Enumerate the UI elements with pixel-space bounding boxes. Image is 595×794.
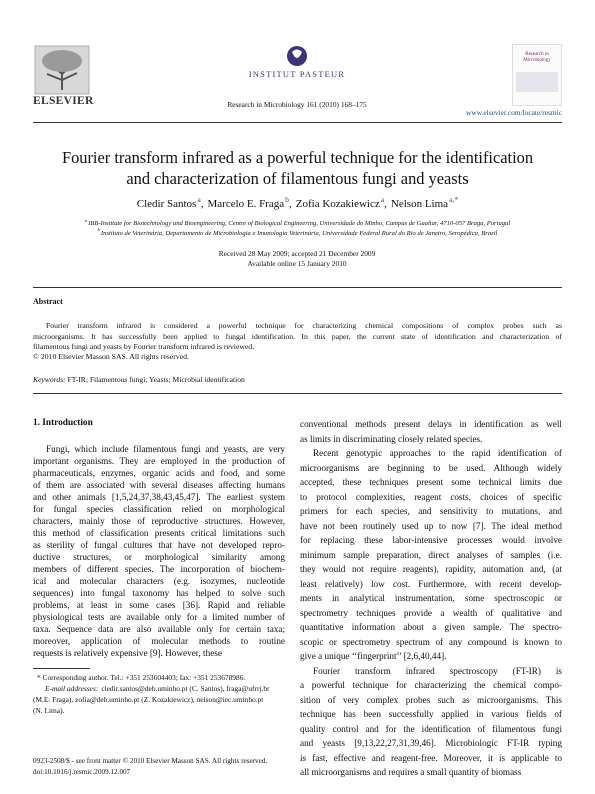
body-line: is fast, effective and reagent-free. Mor…	[300, 752, 562, 763]
body-line: as limits in discriminating closely rela…	[300, 433, 483, 444]
author-name: Zofia Kozakiewicz	[295, 198, 380, 210]
body-line: ductive structures, or morphological sim…	[33, 552, 285, 562]
citation: Research in Microbiology 161 (2010) 168–…	[227, 100, 367, 109]
rule	[33, 287, 562, 288]
keywords-text: FT-IR; Filamentous fungi; Yeasts; Microb…	[67, 375, 245, 384]
footnote-corresponding: * Corresponding author. Tel.: +351 25360…	[37, 673, 246, 682]
footer-line: doi:10.1016/j.resmic.2009.12.007	[33, 767, 131, 776]
body-line: accepted, these techniques present some …	[300, 477, 562, 487]
body-line: quality control and for the identificati…	[300, 723, 562, 734]
body-line: requests is relatively expensive [9]. Ho…	[33, 648, 222, 658]
body-line: and other animals [1,5,24,37,38,43,45,47…	[33, 492, 285, 502]
body-line: pharmaceuticals, enzymes, organic acids …	[33, 468, 285, 478]
title-line: and characterization of filamentous fung…	[126, 169, 469, 188]
body-line: members of different species. The incorp…	[33, 564, 285, 574]
body-line: sequences) into fungal taxonomy has help…	[33, 588, 285, 598]
rule	[33, 393, 562, 394]
body-line: give a unique ‘‘fingerprint’’ [2,6,40,44…	[300, 651, 447, 661]
author-name: Nelson Lima	[390, 198, 449, 210]
body-line: for fungal species classification relied…	[33, 504, 285, 514]
footnote-email-text: (M.E. Fraga), zofia@deb.uminho.pt (Z. Ko…	[33, 695, 264, 704]
pasteur-emblem	[287, 46, 307, 66]
keywords: Keywords: FT-IR; Filamentous fungi; Yeas…	[33, 375, 245, 384]
affiliation: bInstituto de Veterinária, Departamento …	[20, 227, 575, 237]
author-affiliation: a	[197, 195, 201, 205]
affiliation: aIBB-Institute for Biotechnology and Bio…	[20, 217, 575, 227]
affiliation-label: a	[84, 217, 88, 223]
body-line: ical and molecular characters (e.g. isoz…	[33, 576, 285, 586]
abstract-heading: Abstract	[33, 297, 63, 306]
journal-cover	[512, 44, 562, 106]
institute: INSTITUT PASTEUR	[248, 69, 346, 79]
body-line: spectrometry techniques provide a wealth…	[300, 607, 562, 618]
body-line: microorganisms are beginning to be used.…	[300, 462, 562, 473]
footnote-rule	[33, 668, 90, 669]
body-line: moreover, application of molecular metho…	[33, 636, 285, 646]
abstract-line: filamentous fungi and yeasts by Fourier …	[33, 342, 255, 351]
body-line: characters, mainly those of reproductive…	[33, 516, 285, 526]
body-line: minimum sample preparation, direct analy…	[300, 549, 562, 560]
body-line: scopic or spectrometry spectrum of any c…	[300, 636, 562, 647]
body-line: least relatively) low cost. Furthermore,…	[300, 578, 562, 589]
author-affiliation: a	[380, 195, 385, 205]
author-name: Marcelo E. Fraga	[207, 198, 285, 210]
body-line: they would not require reagents), rapidi…	[300, 564, 562, 574]
date-line: Received 28 May 2009; accepted 21 Decemb…	[218, 249, 376, 258]
author-affiliation: b	[285, 195, 290, 205]
body-line: this method of classification presents c…	[33, 528, 285, 538]
body-line: as sterility of fungal cultures that hav…	[33, 540, 285, 550]
body-line: technique has been successfully applied …	[300, 709, 562, 719]
date-line: Available online 15 January 2010	[247, 258, 347, 268]
body-line: physiological tests are available only f…	[33, 612, 285, 622]
cover-title: Research in Microbiology	[523, 52, 551, 63]
authors: Cledir Santosa, Marcelo E. Fragab, Zofia K…	[33, 195, 562, 210]
footnote-email-label: E-mail addresses:	[45, 684, 99, 693]
author-separator: ,	[289, 198, 292, 210]
author-name: Cledir Santos	[136, 198, 197, 210]
title-line: Fourier transform infrared as a powerful…	[61, 148, 534, 167]
abstract-line: Fourier transform infrared is considered…	[46, 321, 562, 330]
footnote-email-text: cledir.santos@deb.uminho.pt (C. Santos),…	[101, 684, 270, 693]
body-line: of them are associated with several dise…	[33, 480, 285, 490]
journal-url: www.elsevier.com/locate/resmic	[466, 108, 562, 117]
body-line: Recent genotypic approaches to the rapid…	[313, 448, 562, 458]
footnote-email: E-mail addresses: cledir.santos@deb.uminh…	[45, 684, 269, 693]
affiliation-label: b	[97, 227, 100, 233]
body-line: ments in analytical instrumentation, som…	[300, 593, 562, 603]
affiliation-text: IBB-Institute for Biotechnology and Bioe…	[88, 220, 511, 227]
body-line: conventional methods present delays in i…	[300, 419, 562, 429]
author-separator: ,	[384, 198, 387, 210]
body-line: taxa. Sequence data are also available o…	[33, 624, 285, 634]
body-line: and yeasts [9,13,22,27,31,39,46]. Microb…	[300, 738, 562, 748]
body-line: quantitative information about a given s…	[300, 622, 562, 632]
footer-line: 0923-2508/$ - see front matter © 2010 El…	[33, 757, 268, 765]
section-heading: 1. Introduction	[33, 418, 93, 428]
affiliation-text: Instituto de Veterinária, Departamento d…	[100, 229, 498, 237]
body-line: sition of very complex probes such as mi…	[300, 694, 562, 705]
publisher: ELSEVIER	[33, 95, 94, 107]
body-line: important organisms. They are employed i…	[33, 456, 285, 466]
body-line: a powerful technique for characterizing …	[300, 680, 562, 690]
author-separator: ,	[200, 198, 204, 210]
elsevier-logo	[34, 45, 90, 95]
body-line: primers for each species, and sensitivit…	[300, 506, 562, 516]
body-line: problems, at least in some cases [36]. R…	[33, 600, 285, 610]
abstract-line: microorganisms. It has successfully been…	[33, 331, 562, 341]
body-line: Fungi, which include filamentous fungi a…	[46, 444, 285, 454]
body-line: have not been routinely used up to now […	[300, 520, 562, 531]
rule	[33, 122, 562, 123]
body-line: for replacing these labor-intensive proc…	[300, 535, 562, 545]
body-line: all microorganisms and requires a small …	[300, 767, 522, 777]
abstract-copyright: © 2010 Elsevier Masson SAS. All rights r…	[33, 352, 189, 361]
footnote-email-text: (N. Lima).	[33, 706, 65, 715]
body-line: Fourier transform infrared spectroscopy …	[313, 665, 562, 676]
author-affiliation: a,*	[449, 195, 459, 205]
body-line: to protocol complexities, reagent costs,…	[300, 491, 562, 502]
keywords-label: Keywords:	[33, 375, 66, 384]
